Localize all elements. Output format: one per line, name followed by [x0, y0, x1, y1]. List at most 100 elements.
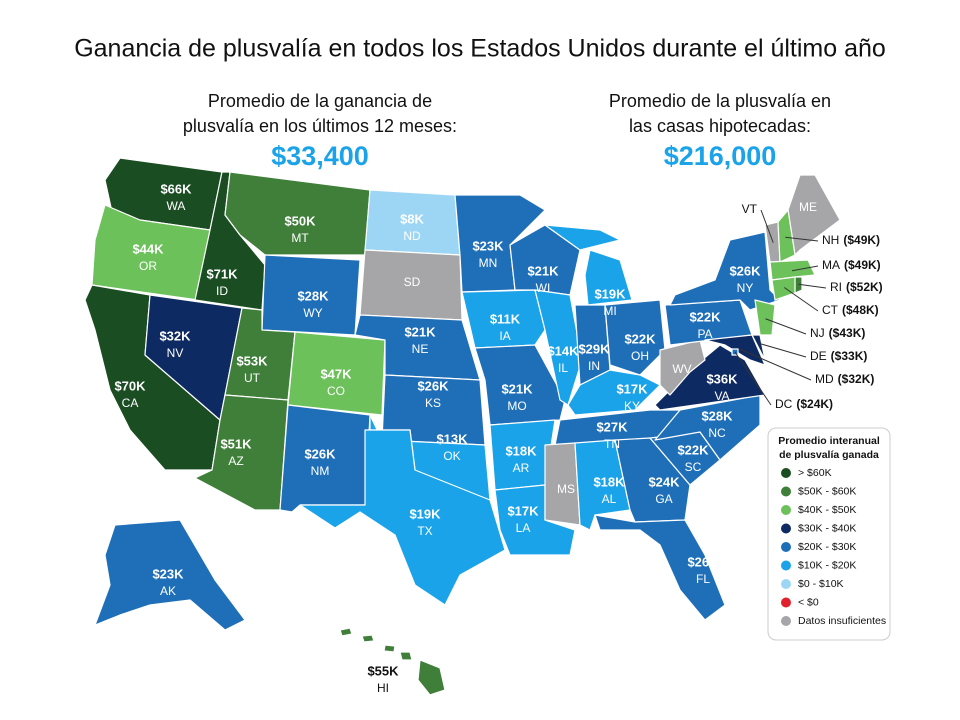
state-code: DC: [775, 397, 793, 411]
legend-label: Datos insuficientes: [798, 615, 886, 627]
us-map: [84, 157, 841, 696]
state-code: WI: [536, 281, 551, 295]
state-code: GA: [655, 492, 672, 506]
title: Ganancia de plusvalía en todos los Estad…: [74, 35, 886, 63]
state-value: ($24K): [796, 397, 833, 411]
state-shape: [399, 651, 413, 661]
state-code: WY: [303, 306, 322, 320]
state-callout: VT: [742, 202, 758, 216]
state-value: $22K: [624, 331, 656, 346]
state-code: KY: [624, 399, 640, 413]
state-code: MN: [479, 256, 498, 270]
state-code: PA: [697, 327, 712, 341]
state-callout: CT ($48K): [822, 303, 879, 317]
state-code: DE: [810, 349, 827, 363]
state-value: $28K: [297, 288, 329, 303]
state-callout: NH ($49K): [822, 233, 880, 247]
leader-line: [734, 351, 772, 406]
state-value: $18K: [505, 443, 537, 458]
stat-caption: Promedio de la plusvalía en: [609, 91, 831, 111]
state-callout: DC ($24K): [775, 397, 833, 411]
state-code: AZ: [228, 454, 243, 468]
state-value: $23K: [152, 566, 184, 581]
state-code: NE: [412, 342, 429, 356]
state-code: VA: [714, 389, 729, 403]
state-code: OH: [631, 349, 649, 363]
state-code: MO: [507, 399, 526, 413]
state-code: LA: [516, 521, 531, 535]
legend-swatch: [781, 560, 791, 571]
state-value: $55K: [367, 663, 399, 678]
state-code: NH: [822, 233, 839, 247]
stat-caption: las casas hipotecadas:: [629, 116, 811, 136]
state-value: $47K: [320, 366, 352, 381]
stat-value: $33,400: [271, 141, 369, 171]
state-value: ($43K): [829, 326, 866, 340]
legend: Promedio interanual de plusvalía ganada > …: [778, 435, 886, 627]
legend-label: $40K - $50K: [798, 504, 856, 516]
state-shape: [584, 249, 633, 306]
legend-swatch: [781, 579, 791, 589]
state-code: MI: [603, 304, 616, 318]
legend-label: $50K - $60K: [798, 485, 856, 497]
state-shape: [299, 429, 506, 606]
state-code: FL: [696, 572, 710, 586]
state-value: $44K: [132, 241, 164, 256]
state-code: MA: [822, 258, 840, 272]
leader-line: [758, 342, 807, 358]
state-value: $26K: [304, 446, 336, 461]
state-value: $18K: [593, 474, 625, 489]
leader-line: [791, 265, 819, 272]
legend-swatch: [781, 597, 791, 608]
state-value: ($48K): [842, 303, 879, 317]
state-value: $17K: [507, 503, 539, 518]
state-code: NM: [311, 464, 330, 478]
state-value: $22K: [689, 309, 721, 324]
state-value: $19K: [409, 506, 441, 521]
state-code: IA: [499, 329, 510, 343]
state-code: NC: [708, 426, 726, 440]
stat-caption: Promedio de la ganancia de: [208, 91, 432, 111]
state-value: ($49K): [843, 233, 880, 247]
state-value: ($32K): [838, 372, 875, 386]
state-code: AL: [602, 492, 617, 506]
state-shape: [669, 231, 781, 311]
state-code: IL: [558, 361, 568, 375]
legend-swatch: [781, 616, 791, 626]
state-code: OK: [443, 449, 460, 463]
state-code: NY: [737, 281, 754, 295]
state-callout: MA ($49K): [822, 258, 881, 272]
state-value: $26K: [729, 263, 761, 278]
state-value: $26K: [417, 378, 449, 393]
state-shape: [94, 519, 246, 631]
stats: Promedio de la ganancia de plusvalía en l…: [183, 91, 831, 171]
legend-swatch: [781, 486, 791, 497]
state-shape: [659, 339, 706, 396]
legend-label: $10K - $20K: [798, 559, 856, 571]
state-code: MS: [557, 482, 575, 496]
state-code: CO: [327, 384, 345, 398]
state-code: HI: [377, 681, 389, 695]
state-code: ND: [403, 229, 421, 243]
state-code: KS: [425, 396, 441, 410]
state-shape: [544, 224, 621, 251]
state-callout: NJ ($43K): [810, 326, 865, 340]
state-shape: [769, 259, 816, 281]
state-code: TN: [604, 437, 620, 451]
stat-caption: plusvalía en los últimos 12 meses:: [183, 116, 457, 136]
state-value: $8K: [400, 211, 424, 226]
legend-label: > $60K: [798, 467, 832, 479]
state-code: NV: [167, 346, 184, 360]
state-code: NJ: [810, 326, 825, 340]
state-code: WV: [672, 362, 691, 376]
state-shape: [339, 627, 353, 637]
legend-label: $30K - $40K: [798, 522, 856, 534]
state-code: OR: [139, 259, 157, 273]
leader-line: [765, 318, 807, 335]
state-value: $24K: [648, 474, 680, 489]
state-value: $11K: [490, 311, 521, 326]
state-value: $53K: [236, 353, 268, 368]
state-callout: DE ($33K): [810, 349, 867, 363]
state-value: ($52K): [846, 280, 883, 294]
state-value: $21K: [501, 381, 533, 396]
